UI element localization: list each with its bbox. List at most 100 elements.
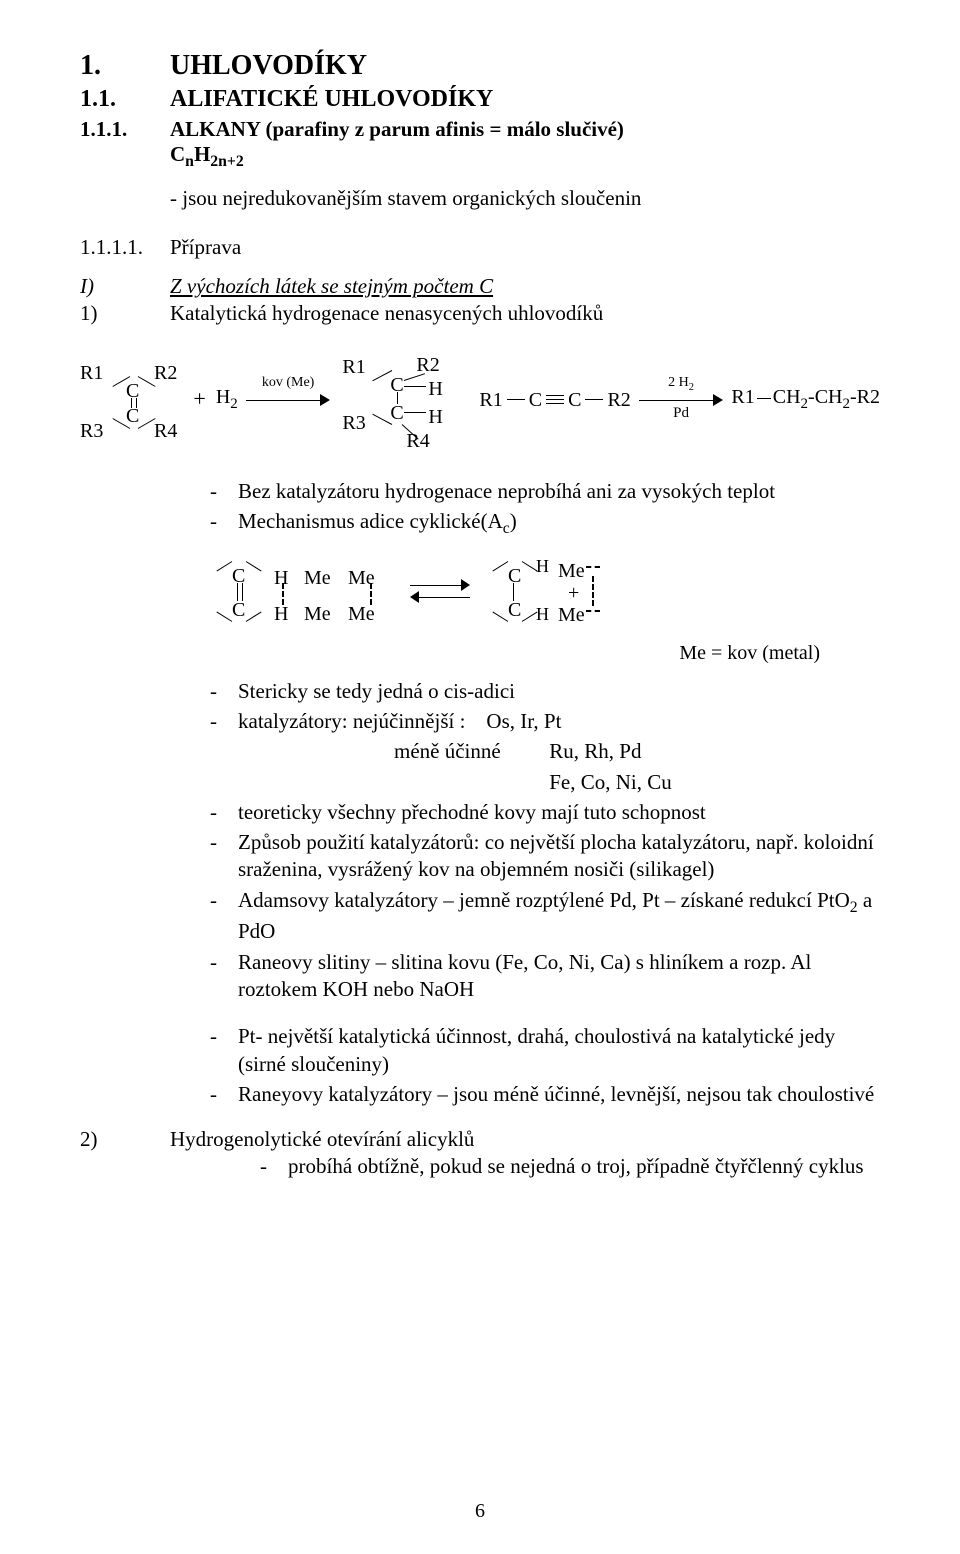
list-item: Fe, Co, Ni, Cu	[394, 769, 880, 796]
document-page: 1. UHLOVODÍKY 1.1. ALIFATICKÉ UHLOVODÍKY…	[0, 0, 960, 1554]
list-item: - Adamsovy katalyzátory – jemně rozptýle…	[210, 887, 880, 946]
list-text: Stericky se tedy jedná o cis-adici	[238, 678, 880, 705]
item-1-title: Katalytická hydrogenace nenasycených uhl…	[170, 300, 603, 327]
prod-ch2: CH	[815, 386, 843, 408]
list-item: méně účinné Ru, Rh, Pd	[394, 738, 880, 765]
formula-h: H	[194, 142, 210, 166]
list-text: Mechanismus adice cyklické(Ac)	[238, 508, 880, 540]
atom-c2: C	[126, 403, 139, 429]
kat-val3: Fe, Co, Ni, Cu	[549, 770, 672, 794]
arrow-line	[246, 400, 323, 401]
prod-bond	[757, 398, 771, 399]
list-text: Způsob použití katalyzátorů: co největší…	[238, 829, 880, 884]
prod-sub1: 2	[801, 396, 809, 412]
mech-close: )	[510, 509, 517, 533]
kat-val2-b: Ru, Rh, Pd	[549, 739, 641, 763]
plus-sign: +	[193, 385, 205, 414]
notes-block-3: - Pt- největší katalytická účinnost, dra…	[80, 1023, 880, 1108]
m-bl	[216, 611, 232, 621]
dash-bullet: -	[210, 508, 238, 540]
prod-sub2: 2	[843, 396, 851, 412]
heading-3-row: 1.1.1. ALKANY (parafiny z parum afinis =…	[80, 116, 880, 143]
arrow-1-label: kov (Me)	[246, 374, 331, 392]
label-r2: R2	[154, 360, 177, 386]
mb-me2: Me	[558, 602, 585, 628]
catalyst-sublist: méně účinné Ru, Rh, Pd Fe, Co, Ni, Cu	[80, 738, 880, 796]
mc1: C	[232, 563, 245, 589]
atom-c1: C	[126, 378, 139, 404]
label-r1: R1	[80, 360, 103, 386]
mb-hd2	[586, 610, 600, 612]
dash-bullet: -	[210, 708, 238, 735]
dash-bullet: -	[260, 1153, 288, 1180]
dbx-me1: Me	[304, 565, 340, 591]
dash-bullet: -	[210, 1023, 238, 1078]
list-item: - teoreticky všechny přechodné kovy mají…	[210, 799, 880, 826]
list-text: Raneyovy katalyzátory – jsou méně účinné…	[238, 1081, 880, 1108]
mb-hd1	[586, 566, 600, 568]
heading-3-title: ALKANY (parafiny z parum afinis = málo s…	[170, 116, 624, 143]
list-item: - Raneovy slitiny – slitina kovu (Fe, Co…	[210, 949, 880, 1004]
heading-2-title: ALIFATICKÉ UHLOVODÍKY	[170, 84, 493, 115]
mech-metal-box: Me + Me	[550, 554, 610, 630]
ads-text: Adamsovy katalyzátory – jemně rozptýlené…	[238, 888, 850, 912]
list-text: katalyzátory: nejúčinnější : Os, Ir, Pt	[238, 708, 880, 735]
dbx-me4: Me	[348, 601, 384, 627]
item-2-sublist: - probíhá obtížně, pokud se nejedná o tr…	[80, 1153, 880, 1180]
dash-bullet: -	[210, 949, 238, 1004]
mp-bond	[513, 583, 514, 601]
formula-2n2: 2n+2	[210, 153, 243, 170]
kat-line1: katalyzátory: nejúčinnější : Os, Ir, Pt	[238, 709, 561, 733]
mech-sub: c	[503, 520, 510, 537]
mech-left: C C H Me Me H	[220, 555, 384, 629]
eq-line-2	[418, 597, 470, 598]
mp-bl	[492, 611, 508, 621]
list-text: Adamsovy katalyzátory – jemně rozptýlené…	[238, 887, 880, 946]
b-r1: R1	[342, 354, 365, 380]
heading-2-row: 1.1. ALIFATICKÉ UHLOVODÍKY	[80, 84, 880, 115]
mp-tl	[492, 561, 508, 571]
alkyne-bond-2	[585, 399, 603, 400]
mbond1	[237, 583, 238, 601]
kat-kw2: méně účinné	[394, 738, 544, 765]
dbx-h2: H	[274, 601, 296, 627]
ads-sub: 2	[850, 899, 858, 916]
m-tr	[246, 561, 262, 571]
dbx-me3: Me	[304, 601, 340, 627]
method-I-num-text: I)	[80, 274, 94, 298]
list-text: Fe, Co, Ni, Cu	[394, 769, 880, 796]
formula-c: C	[170, 142, 185, 166]
list-item: - Způsob použití katalyzátorů: co největ…	[210, 829, 880, 884]
prod-r1: R1	[731, 386, 754, 408]
product-chain: R1CH2-CH2-R2	[731, 384, 880, 415]
alkyne-c2: C	[568, 387, 581, 413]
mech-right: C C H H Me + Me	[496, 554, 610, 630]
reactant-alkene: R1 R2 R3 R4 C C	[80, 356, 183, 444]
alkyne-c1: C	[529, 387, 542, 413]
bond-double-2	[136, 398, 137, 408]
bond-double-1	[131, 398, 132, 408]
dbx-vd1	[282, 583, 284, 605]
alkyne-r2: R2	[607, 387, 630, 413]
mech-text: Mechanismus adice cyklické(A	[238, 509, 503, 533]
list-text: Raneovy slitiny – slitina kovu (Fe, Co, …	[238, 949, 880, 1004]
m-br	[246, 611, 262, 621]
dash-bullet: -	[210, 887, 238, 946]
list-text: Pt- největší katalytická účinnost, drahá…	[238, 1023, 880, 1078]
list-item: - Mechanismus adice cyklické(Ac)	[210, 508, 880, 540]
reaction-scheme-1: R1 R2 R3 R4 C C + H2 kov (Me) R1 R2 R3	[80, 350, 880, 450]
dash-bullet: -	[210, 799, 238, 826]
dbx-h1: H	[274, 565, 296, 591]
section-prep-number: 1.1.1.1.	[80, 234, 170, 261]
list-item: - Bez katalyzátoru hydrogenace neprobíhá…	[210, 478, 880, 505]
list-item: - probíhá obtížně, pokud se nejedná o tr…	[260, 1153, 880, 1180]
arrow-head-icon	[320, 394, 330, 406]
dash-bullet: -	[210, 829, 238, 884]
list-text: teoreticky všechny přechodné kovy mají t…	[238, 799, 880, 826]
eq-line-1	[410, 585, 462, 586]
h2-reagent: H2	[216, 384, 238, 415]
mp-h2: H	[536, 603, 549, 626]
alkyne-bond-1	[507, 399, 525, 400]
arrow-2-bottom: Pd	[639, 404, 724, 424]
b-h2: H	[428, 404, 442, 430]
